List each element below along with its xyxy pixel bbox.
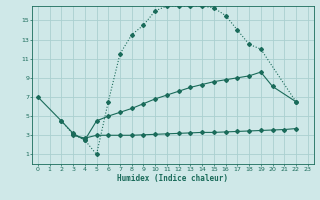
X-axis label: Humidex (Indice chaleur): Humidex (Indice chaleur) [117,174,228,183]
